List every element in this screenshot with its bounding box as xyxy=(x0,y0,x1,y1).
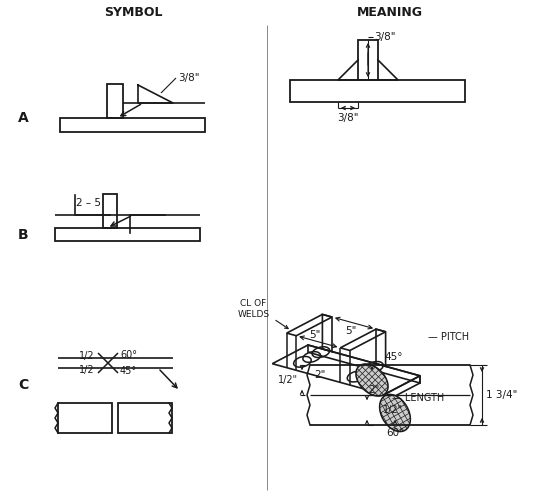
Text: — LENGTH: — LENGTH xyxy=(392,393,444,403)
Text: B: B xyxy=(18,228,29,242)
Text: 60°: 60° xyxy=(120,350,137,360)
Text: 3/8": 3/8" xyxy=(337,113,359,123)
Text: 1/2": 1/2" xyxy=(278,375,298,385)
Text: 45°: 45° xyxy=(120,366,137,376)
Text: SYMBOL: SYMBOL xyxy=(104,5,162,18)
Text: 60°: 60° xyxy=(386,428,404,438)
Text: 1/2: 1/2 xyxy=(80,351,95,361)
Text: 5": 5" xyxy=(345,326,357,336)
Bar xyxy=(107,84,123,118)
Text: CL OF
WELDS: CL OF WELDS xyxy=(238,299,270,319)
Bar xyxy=(60,118,205,132)
Text: 2": 2" xyxy=(315,371,326,380)
Text: A: A xyxy=(18,111,29,125)
Text: C: C xyxy=(18,378,28,392)
Bar xyxy=(55,228,200,241)
Text: 1/2": 1/2" xyxy=(383,405,403,415)
Text: 3/8": 3/8" xyxy=(178,73,200,83)
Text: — PITCH: — PITCH xyxy=(428,332,469,342)
Bar xyxy=(118,403,172,433)
Ellipse shape xyxy=(380,394,411,432)
Bar xyxy=(290,80,465,102)
Text: 2": 2" xyxy=(368,385,379,395)
Bar xyxy=(103,194,117,228)
Bar xyxy=(358,40,378,80)
Text: 45°: 45° xyxy=(384,352,403,362)
Text: 5": 5" xyxy=(310,330,321,340)
Text: 1 3/4": 1 3/4" xyxy=(486,390,517,400)
Text: MEANING: MEANING xyxy=(357,5,423,18)
Ellipse shape xyxy=(356,364,388,396)
Text: 3/8": 3/8" xyxy=(374,32,396,42)
Bar xyxy=(58,403,112,433)
Text: 1/2: 1/2 xyxy=(80,365,95,375)
Text: 2 – 5: 2 – 5 xyxy=(75,198,100,208)
